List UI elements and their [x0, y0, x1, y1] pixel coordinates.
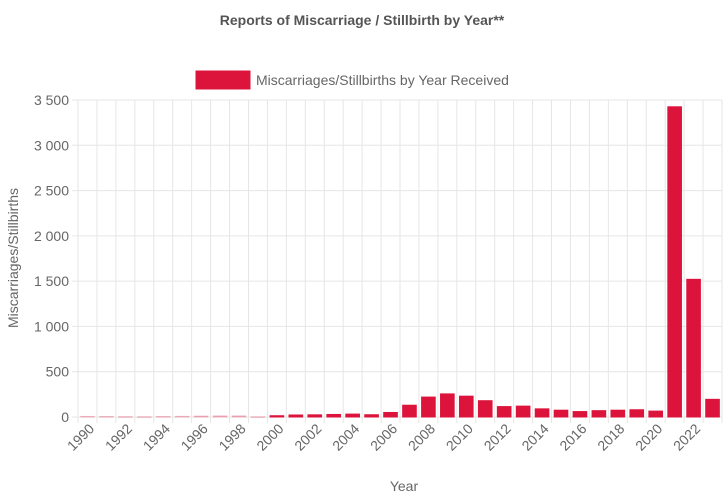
bar-1991[interactable] — [99, 416, 114, 418]
y-axis-label: Miscarriages/Stillbirths — [5, 188, 21, 328]
bar-2018[interactable] — [610, 409, 626, 418]
bar-2000[interactable] — [269, 415, 285, 418]
bar-1992[interactable] — [118, 416, 133, 418]
x-tick-label: 2022 — [670, 420, 703, 453]
bar-2017[interactable] — [591, 410, 607, 418]
x-tick-label: 1998 — [215, 420, 248, 453]
legend-label: Miscarriages/Stillbirths by Year Receive… — [256, 72, 509, 88]
y-tick-label: 1 000 — [34, 318, 69, 334]
x-tick-label: 2010 — [443, 420, 476, 453]
x-tick-label: 2008 — [405, 420, 438, 453]
bars — [80, 106, 720, 418]
bar-2006[interactable] — [383, 411, 398, 418]
legend[interactable]: Miscarriages/Stillbirths by Year Receive… — [195, 70, 509, 90]
bar-2012[interactable] — [496, 406, 512, 418]
x-tick-label: 2002 — [291, 420, 324, 453]
bar-2008[interactable] — [421, 396, 436, 418]
bar-2011[interactable] — [477, 400, 493, 418]
bar-2022[interactable] — [686, 278, 701, 418]
x-tick-label: 1994 — [140, 420, 173, 453]
bar-2014[interactable] — [534, 408, 550, 418]
x-tick-label: 2016 — [556, 420, 589, 453]
x-tick-label: 1996 — [178, 420, 211, 453]
legend-swatch — [195, 70, 251, 90]
x-tick-label: 2012 — [481, 420, 514, 453]
x-tick-label: 1992 — [102, 420, 135, 453]
x-tick-label: 2004 — [329, 420, 362, 453]
bar-1994[interactable] — [155, 416, 171, 418]
bar-2015[interactable] — [553, 409, 569, 418]
x-tick-label: 2014 — [518, 420, 551, 453]
x-tick-label: 2000 — [253, 420, 286, 453]
x-tick-label: 1990 — [64, 420, 97, 453]
bar-1996[interactable] — [193, 415, 209, 418]
bar-1999[interactable] — [250, 416, 266, 418]
bar-2005[interactable] — [364, 414, 379, 418]
bar-2001[interactable] — [288, 414, 304, 418]
bar-1998[interactable] — [231, 415, 247, 418]
y-tick-label: 3 500 — [34, 92, 69, 108]
bar-1993[interactable] — [136, 416, 152, 418]
bar-2010[interactable] — [458, 395, 474, 418]
x-axis-label: Year — [390, 478, 419, 494]
bar-2019[interactable] — [629, 409, 645, 418]
y-tick-label: 3 000 — [34, 137, 69, 153]
chart-title: Reports of Miscarriage / Stillbirth by Y… — [220, 12, 505, 28]
y-tick-label: 2 500 — [34, 183, 69, 199]
bar-1990[interactable] — [80, 415, 95, 418]
bar-2016[interactable] — [572, 411, 588, 418]
bar-2013[interactable] — [515, 405, 531, 418]
bar-2009[interactable] — [440, 393, 455, 418]
bar-2023[interactable] — [705, 398, 720, 418]
grid — [72, 99, 723, 423]
x-tick-label: 2018 — [594, 420, 627, 453]
bar-1997[interactable] — [212, 415, 228, 418]
bar-2020[interactable] — [648, 410, 664, 418]
x-tick-label: 2006 — [367, 420, 400, 453]
bar-2021[interactable] — [667, 106, 682, 418]
bar-1995[interactable] — [174, 415, 190, 418]
x-tick-label: 2020 — [632, 420, 665, 453]
y-tick-label: 0 — [61, 409, 69, 425]
y-axis-ticks: 0 500 1 000 1 500 2 000 2 500 3 000 3 500 — [34, 92, 69, 425]
x-axis-ticks: 1990 1992 1994 1996 1998 2000 2002 2004 2006 2008… — [64, 420, 704, 453]
bar-2002[interactable] — [307, 414, 323, 418]
bar-2003[interactable] — [326, 413, 342, 418]
bar-2007[interactable] — [402, 404, 417, 418]
y-tick-label: 1 500 — [34, 273, 69, 289]
bar-2004[interactable] — [345, 413, 360, 418]
y-tick-label: 500 — [46, 364, 70, 380]
y-tick-label: 2 000 — [34, 228, 69, 244]
